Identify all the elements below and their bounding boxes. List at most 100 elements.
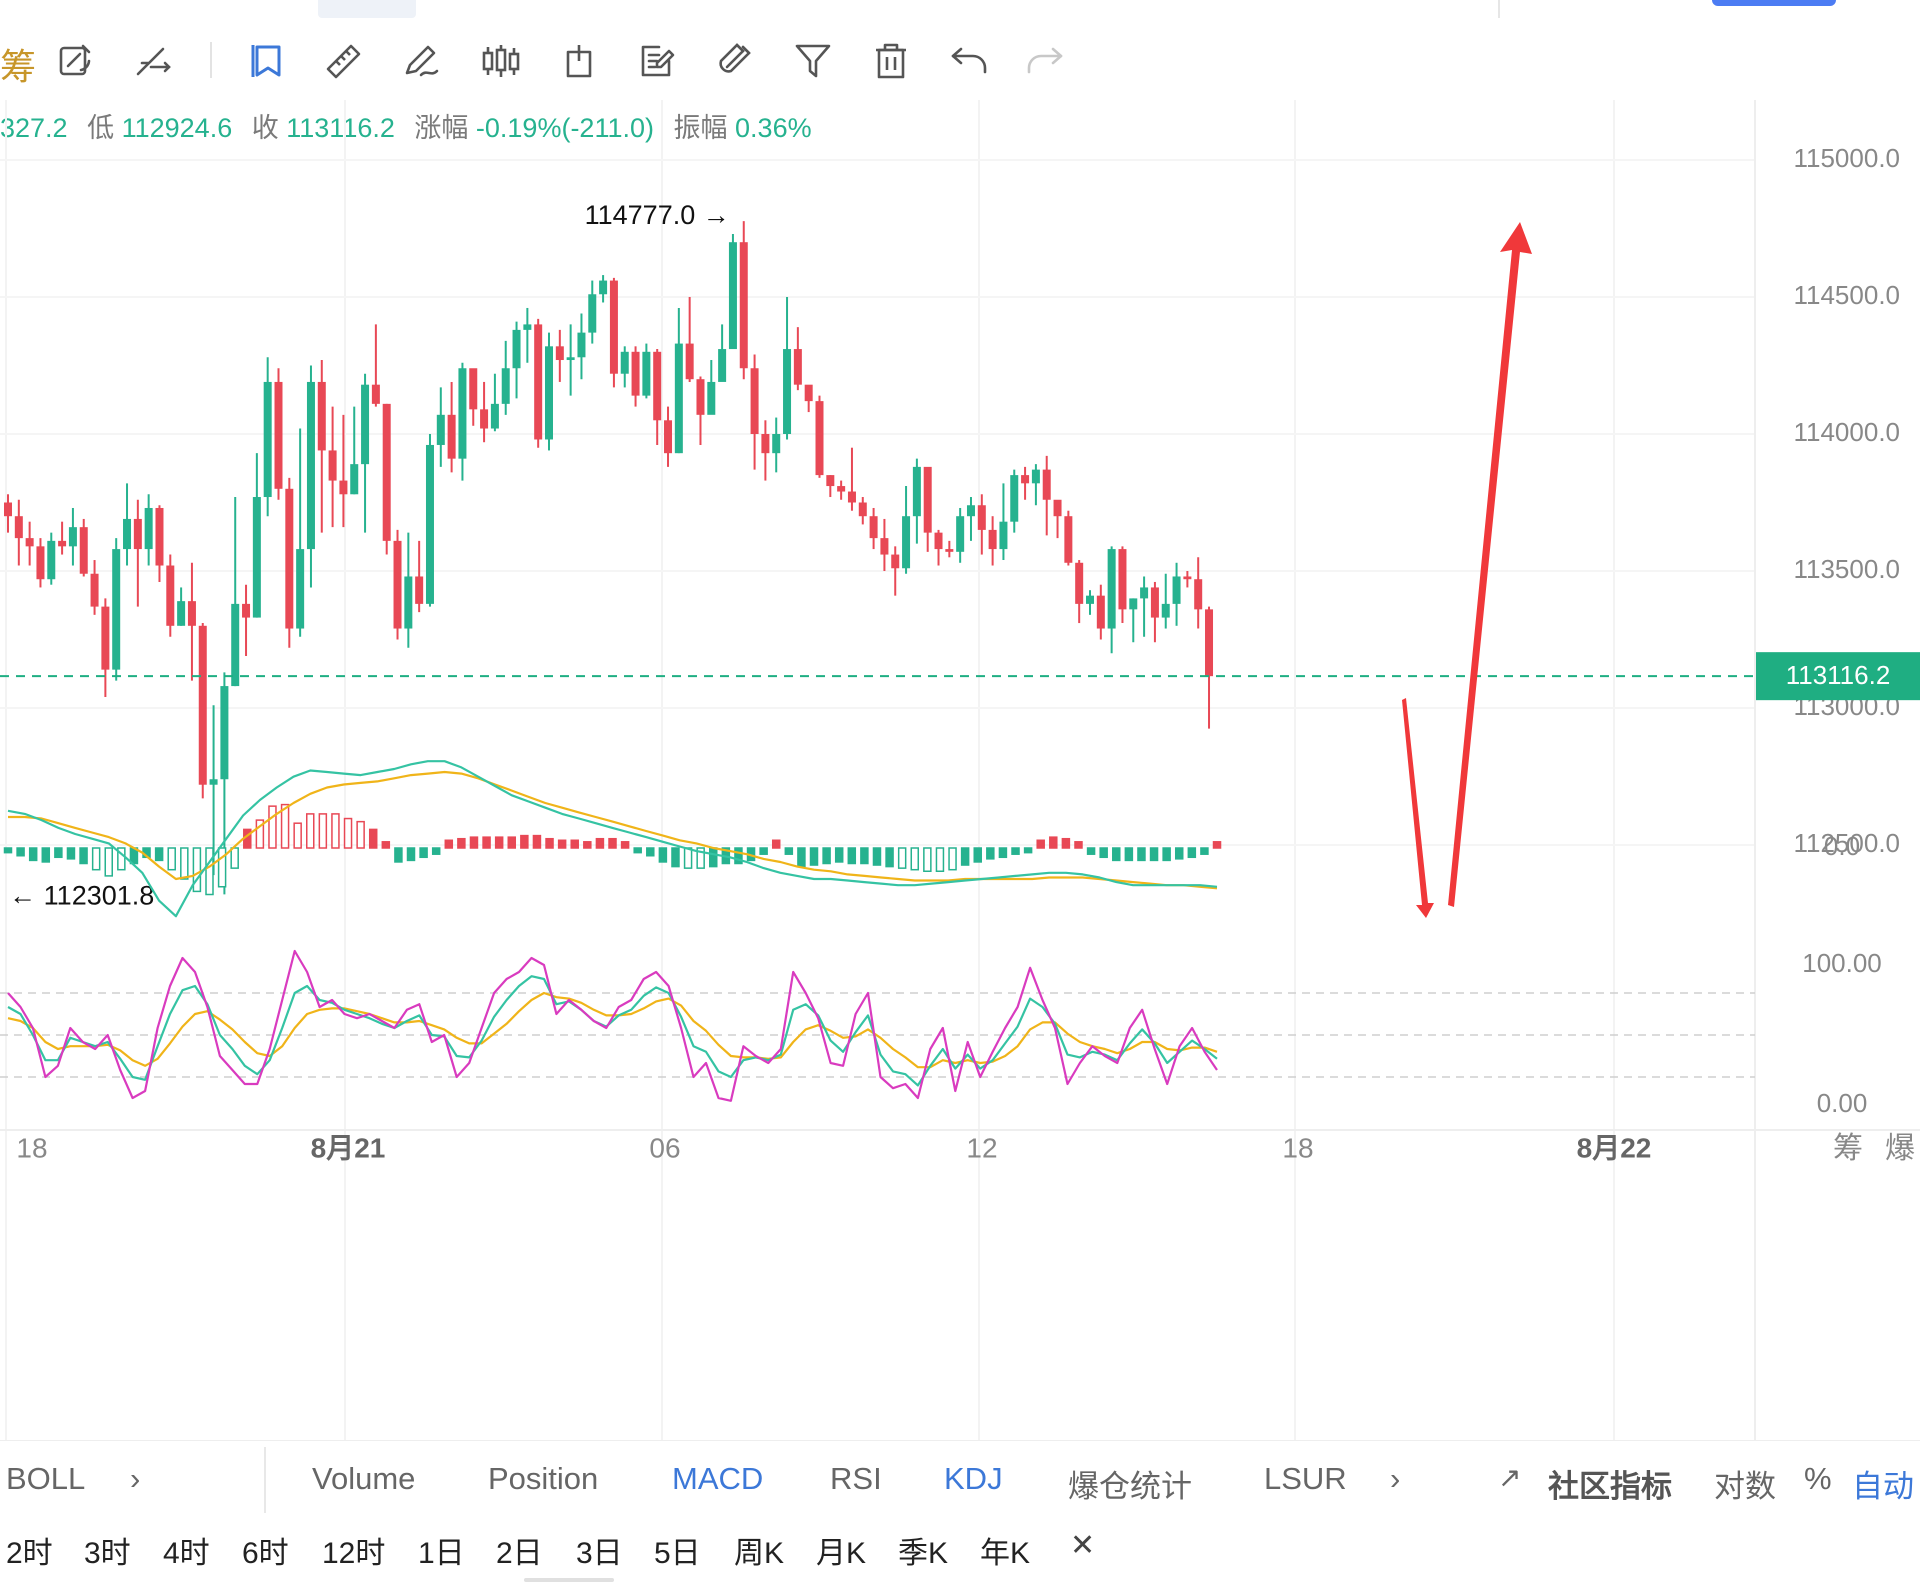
magnet-icon <box>719 43 751 73</box>
candle-body <box>4 502 12 517</box>
macd-histogram-bar <box>419 847 428 859</box>
interval-year[interactable]: 年K <box>980 1537 1031 1570</box>
candle-body <box>25 538 34 547</box>
candle-body <box>891 554 900 569</box>
candle-body <box>869 516 878 539</box>
macd-histogram-bar <box>1174 847 1184 860</box>
macd-histogram-bar <box>960 847 970 866</box>
delete-tool[interactable] <box>868 38 914 84</box>
interval-5d[interactable]: 5日 <box>654 1537 701 1570</box>
filter-icon <box>795 44 831 78</box>
chevron-right-icon[interactable]: › <box>130 1461 141 1496</box>
price-chart[interactable]: 115000.0114500.0114000.0113500.0113000.0… <box>0 100 1920 1440</box>
tab-lsur[interactable]: LSUR <box>1264 1461 1347 1496</box>
auto-scale-toggle[interactable]: 自动 <box>1852 1469 1914 1504</box>
interval-2d[interactable]: 2日 <box>496 1537 543 1570</box>
interval-2h[interactable]: 2时 <box>6 1537 53 1570</box>
tab-rsi[interactable]: RSI <box>830 1461 882 1496</box>
ruler-tool[interactable] <box>320 38 366 84</box>
macd-histogram-bar <box>343 817 353 849</box>
tab-macd[interactable]: MACD <box>672 1461 764 1496</box>
interval-quarter[interactable]: 季K <box>898 1537 949 1570</box>
candle-body <box>523 324 532 330</box>
trend-tool[interactable] <box>130 38 176 84</box>
toolbar-clipped-label: 筹 <box>0 46 37 87</box>
candle-body <box>306 381 315 550</box>
candle-body <box>133 518 142 550</box>
candles-tool[interactable] <box>478 38 524 84</box>
candle-body <box>772 434 781 454</box>
brush-tool[interactable] <box>398 38 444 84</box>
macd-histogram-bar <box>431 847 441 855</box>
redo-tool[interactable] <box>1022 38 1068 84</box>
filter-tool[interactable] <box>790 38 836 84</box>
candle-body <box>674 343 683 454</box>
candle-body <box>588 294 597 333</box>
interval-6h[interactable]: 6时 <box>242 1537 289 1570</box>
candle-body <box>58 540 67 547</box>
tab-liquidation-stats[interactable]: 爆仓统计 <box>1068 1469 1192 1504</box>
note-tool[interactable] <box>634 38 680 84</box>
trend-line-icon <box>136 47 171 76</box>
interval-week[interactable]: 周K <box>734 1537 785 1570</box>
candle-body <box>642 351 651 396</box>
macd-histogram-bar <box>784 847 794 855</box>
interval-12h[interactable]: 12时 <box>322 1537 386 1570</box>
box-tool[interactable] <box>556 38 602 84</box>
macd-histogram-bar <box>1074 841 1083 849</box>
tab-volume[interactable]: Volume <box>312 1461 416 1496</box>
macd-histogram-bar <box>557 839 567 849</box>
candle-body <box>112 549 121 670</box>
candle-body <box>1183 576 1192 580</box>
candle-body <box>685 343 694 380</box>
max-price-marker: 114777.0 → <box>585 200 730 230</box>
macd-histogram-bar <box>1162 847 1171 862</box>
candle-body <box>1064 516 1073 563</box>
tab-boll[interactable]: BOLL <box>6 1461 86 1496</box>
external-link-icon[interactable]: ↗ <box>1498 1462 1522 1493</box>
interval-3h[interactable]: 3时 <box>84 1537 131 1570</box>
magnet-tool[interactable] <box>712 38 758 84</box>
tab-kdj[interactable]: KDJ <box>944 1461 1003 1496</box>
macd-histogram-bar <box>167 847 176 871</box>
redraw-tool[interactable] <box>52 38 98 84</box>
macd-histogram-bar <box>847 847 857 865</box>
candle-body <box>1021 475 1030 484</box>
candle-body <box>945 549 954 552</box>
macd-histogram-bar <box>797 847 806 868</box>
candle-body <box>1075 562 1084 604</box>
ohlc-change-label: 涨幅 <box>414 113 469 143</box>
log-scale-toggle[interactable]: 对数 <box>1714 1469 1776 1504</box>
macd-histogram-bar <box>230 847 239 869</box>
interval-1d[interactable]: 1日 <box>418 1537 465 1570</box>
candle-body <box>101 606 110 670</box>
macd-histogram-bar <box>897 847 907 869</box>
tab-position[interactable]: Position <box>488 1461 599 1496</box>
macd-histogram-bar <box>520 834 529 849</box>
interval-month[interactable]: 月K <box>816 1537 867 1570</box>
macd-histogram-bar <box>180 847 189 880</box>
percent-scale-toggle[interactable]: % <box>1804 1461 1832 1496</box>
candle-body <box>144 507 153 550</box>
macd-histogram-bar <box>268 805 277 849</box>
current-price-label: 113116.2 <box>1786 660 1891 690</box>
candle-body <box>14 516 23 539</box>
chevron-right-icon[interactable]: › <box>1390 1461 1401 1496</box>
bookmark-tool[interactable] <box>243 38 289 84</box>
candle-body <box>956 516 965 552</box>
candle-body <box>934 532 943 550</box>
macd-histogram-bar <box>620 841 630 849</box>
ruler-icon <box>326 44 361 79</box>
macd-histogram-bar <box>809 847 819 866</box>
interval-4h[interactable]: 4时 <box>163 1537 210 1570</box>
close-icon[interactable]: ✕ <box>1070 1529 1096 1562</box>
top-accent-button[interactable] <box>1712 0 1836 6</box>
macd-histogram-bar <box>570 839 579 849</box>
candle-body <box>1129 598 1138 610</box>
community-indicators-link[interactable]: 社区指标 <box>1548 1469 1672 1504</box>
undo-tool[interactable] <box>946 38 992 84</box>
macd-histogram-bar <box>117 847 126 871</box>
interval-3d[interactable]: 3日 <box>576 1537 623 1570</box>
macd-histogram-bar <box>860 847 869 865</box>
up-arrow-annotation <box>1448 222 1532 907</box>
